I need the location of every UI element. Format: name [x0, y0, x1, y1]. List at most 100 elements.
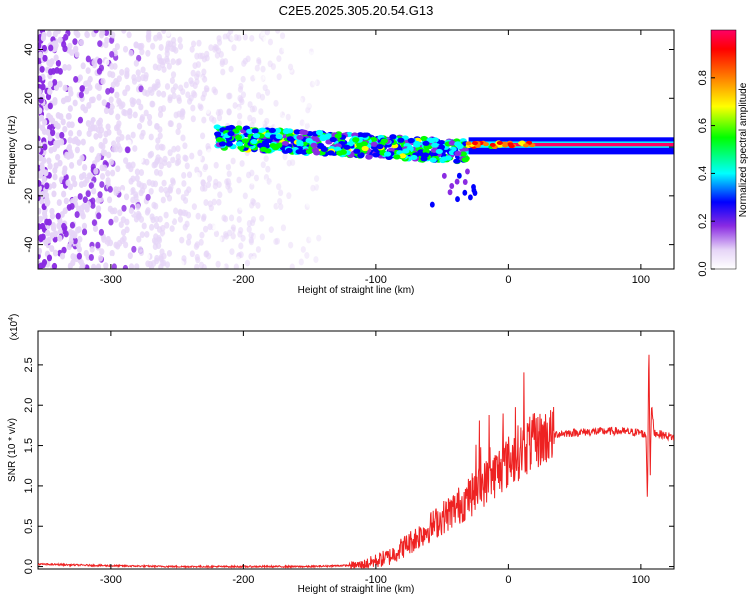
spectrogram-cell — [136, 122, 143, 130]
spectrogram-cell — [232, 102, 238, 109]
spectrogram-cell — [286, 128, 294, 134]
spectrogram-cell — [462, 189, 468, 196]
spectrogram-cell — [105, 235, 111, 243]
spectrogram-cell — [213, 124, 221, 130]
spectrogram-cell — [98, 228, 105, 236]
spectrogram-cell — [304, 33, 311, 41]
spectrogram-cell — [139, 116, 145, 123]
spectrogram-cell — [160, 90, 167, 98]
spectrogram-cell — [169, 225, 175, 233]
spectrogram-cell — [255, 202, 261, 209]
snr-series-line — [38, 354, 674, 569]
spectrogram-cell — [188, 144, 194, 152]
spectrogram-cell — [72, 237, 78, 245]
spectrogram-cell — [429, 157, 437, 163]
spectrogram-cell — [215, 136, 223, 143]
spectrogram-cell — [117, 209, 123, 217]
spectrogram-cell — [89, 119, 96, 127]
spectrogram-cell — [47, 88, 53, 95]
spectrogram-cell — [261, 139, 270, 146]
spectrogram-cell — [200, 179, 206, 187]
spectrogram-cell — [199, 110, 205, 118]
spectrogram-cell — [166, 62, 172, 70]
spectrogram-cell — [273, 90, 279, 98]
spectrogram-cell — [313, 183, 320, 191]
spectrogram-cell — [62, 125, 68, 133]
spectrogram-cell — [246, 220, 252, 227]
spectrogram-cell — [199, 132, 206, 140]
spectrogram-cell — [42, 118, 48, 126]
spectrogram-cell — [120, 53, 126, 61]
spectrogram-cell — [77, 74, 83, 82]
spectrogram-cell — [46, 157, 52, 165]
spectrogram-cell — [327, 150, 335, 156]
spectrogram-cell — [250, 255, 256, 263]
spectrogram-cell — [222, 38, 229, 46]
spectrogram-cell — [105, 177, 111, 184]
snr-multiplier: (x104) — [8, 314, 20, 341]
x-tick-label: -100 — [365, 574, 387, 586]
spectrogram-cell — [157, 33, 163, 41]
spectrogram-cell — [173, 207, 179, 215]
spectrogram-cell — [72, 180, 78, 188]
spectrogram-cell — [46, 254, 53, 262]
spectrogram-cell — [68, 162, 75, 169]
spectrogram-cell — [318, 44, 325, 52]
spectrogram-cell — [105, 123, 111, 131]
spectrogram-cell — [303, 226, 310, 234]
spectrogram-cell — [327, 186, 333, 194]
spectrogram-cell — [299, 129, 307, 135]
spectrogram-cell — [113, 215, 119, 223]
spectrogram-cell — [55, 59, 61, 67]
spectrogram-cell — [136, 235, 142, 243]
spectrogram-cell — [126, 187, 132, 195]
spectrogram-cell — [94, 83, 101, 90]
spectrogram-xlabel: Height of straight line (km) — [298, 285, 415, 296]
spectrogram-cell — [230, 232, 236, 240]
spectrogram-cell — [320, 30, 327, 37]
spectrogram-cell — [201, 68, 207, 76]
spectrogram-cell — [471, 141, 478, 146]
spectrogram-cell — [320, 216, 326, 224]
spectrogram-cell — [471, 183, 476, 190]
spectrogram-cell — [165, 30, 171, 37]
spectrogram-cell — [189, 152, 195, 160]
spectrogram-cell — [185, 238, 192, 246]
spectrogram-cell — [70, 259, 76, 267]
spectrogram-cell — [212, 224, 218, 232]
spectrogram-cell — [198, 104, 204, 112]
spectrogram-cell — [220, 68, 226, 76]
spectrogram-cell — [266, 217, 272, 224]
spectrogram-cell — [86, 172, 92, 180]
spectrogram-cell — [328, 106, 334, 114]
spectrogram-cell — [249, 121, 255, 129]
spectrogram-cell — [61, 246, 67, 254]
spectrogram-cell — [293, 95, 299, 103]
spectrogram-cell — [211, 106, 217, 114]
spectrogram-cell — [407, 137, 415, 144]
spectrogram-cell — [131, 74, 137, 81]
spectrogram-cell — [240, 91, 247, 99]
spectrogram-cell — [68, 89, 74, 97]
spectrogram-cell — [435, 148, 443, 155]
spectrogram-cell — [290, 197, 297, 205]
colorbar-ticks: 0.0 0.2 0.4 0.6 0.8 — [697, 70, 715, 277]
spectrogram-cell — [370, 141, 378, 147]
spectrogram-cell — [163, 211, 169, 219]
spectrogram-cell — [91, 263, 97, 269]
spectrogram-cell — [308, 253, 315, 261]
spectrogram-cell — [283, 101, 289, 109]
spectrogram-cell — [40, 34, 46, 42]
spectrogram-cell — [258, 127, 266, 133]
spectrogram-cell — [74, 50, 80, 58]
spectrogram-cell — [472, 190, 478, 197]
spectrogram-cell — [85, 55, 91, 63]
spectrogram-cell — [455, 196, 460, 203]
spectrogram-cell — [38, 122, 41, 129]
spectrogram-cell — [308, 48, 314, 56]
spectrogram-cell — [38, 51, 44, 59]
spectrogram-cell — [296, 140, 304, 146]
spectrogram-cell — [146, 30, 152, 37]
spectrogram-cell — [311, 147, 319, 153]
spectrogram-cell — [325, 154, 331, 162]
